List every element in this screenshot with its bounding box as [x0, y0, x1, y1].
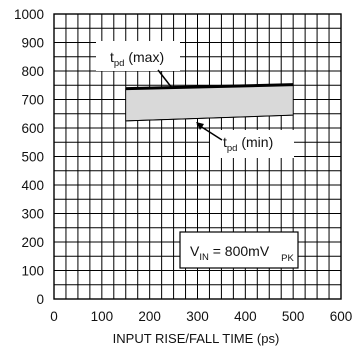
x-axis-label: INPUT RISE/FALL TIME (ps) [113, 331, 280, 346]
annotation-tpd-max: tpd (max) [96, 41, 180, 89]
series-band [125, 83, 294, 122]
x-tick-label: 300 [186, 309, 209, 324]
annotation-vin: VIN = 800mV PK [179, 231, 299, 269]
series-line-tpd-max [125, 83, 294, 91]
svg-text:tpd (max): tpd (max) [110, 49, 164, 69]
y-tick-label: 500 [21, 150, 44, 165]
y-tick-label: 0 [36, 292, 44, 307]
annotation-tpd-min: tpd (min) [196, 122, 294, 158]
annotation-tpd-min-main: t [223, 134, 227, 150]
y-tick-label: 700 [21, 93, 44, 108]
y-tick-label: 900 [21, 36, 44, 51]
annotation-tpd-min-tail: (min) [237, 134, 273, 150]
x-tick-label: 500 [282, 309, 305, 324]
annotation-tpd-max-main: t [110, 49, 114, 65]
annotation-tpd-max-tail: (max) [124, 49, 164, 65]
y-tick-label: 800 [21, 64, 44, 79]
x-tick-label: 0 [50, 309, 58, 324]
y-tick-label: 1000 [14, 7, 44, 22]
annotation-tpd-min-arrowhead [196, 122, 204, 130]
annotation-vin-box [179, 231, 299, 269]
annotation-tpd-min-sub: pd [227, 143, 238, 154]
y-tick-label: 200 [21, 235, 44, 250]
band-fill [125, 84, 294, 122]
x-tick-label: 600 [330, 309, 353, 324]
x-tick-label: 400 [234, 309, 257, 324]
svg-text:tpd (min): tpd (min) [223, 134, 273, 154]
annotation-vin-mid: = 800mV [209, 243, 270, 259]
series-line-tpd-min [125, 114, 294, 122]
annotation-tpd-max-box [96, 41, 180, 71]
y-tick-label: 400 [21, 178, 44, 193]
y-tick-label: 600 [21, 121, 44, 136]
tick-labels: 0 100 200 300 400 500 600 0 100 200 300 400 500 600 70… [14, 7, 352, 324]
annotation-tpd-min-box [210, 130, 294, 158]
plot-frame [53, 13, 342, 300]
annotation-vin-sub: IN [199, 252, 209, 263]
annotation-tpd-max-sub: pd [114, 58, 125, 69]
x-tick-label: 100 [91, 309, 114, 324]
y-tick-label: 100 [21, 264, 44, 279]
annotation-vin-sub2: PK [281, 253, 294, 264]
annotation-tpd-max-pointer [157, 69, 173, 89]
annotation-vin-main: V [190, 243, 200, 259]
y-tick-label: 300 [21, 207, 44, 222]
plot-border [53, 13, 342, 300]
x-tick-label: 200 [138, 309, 161, 324]
